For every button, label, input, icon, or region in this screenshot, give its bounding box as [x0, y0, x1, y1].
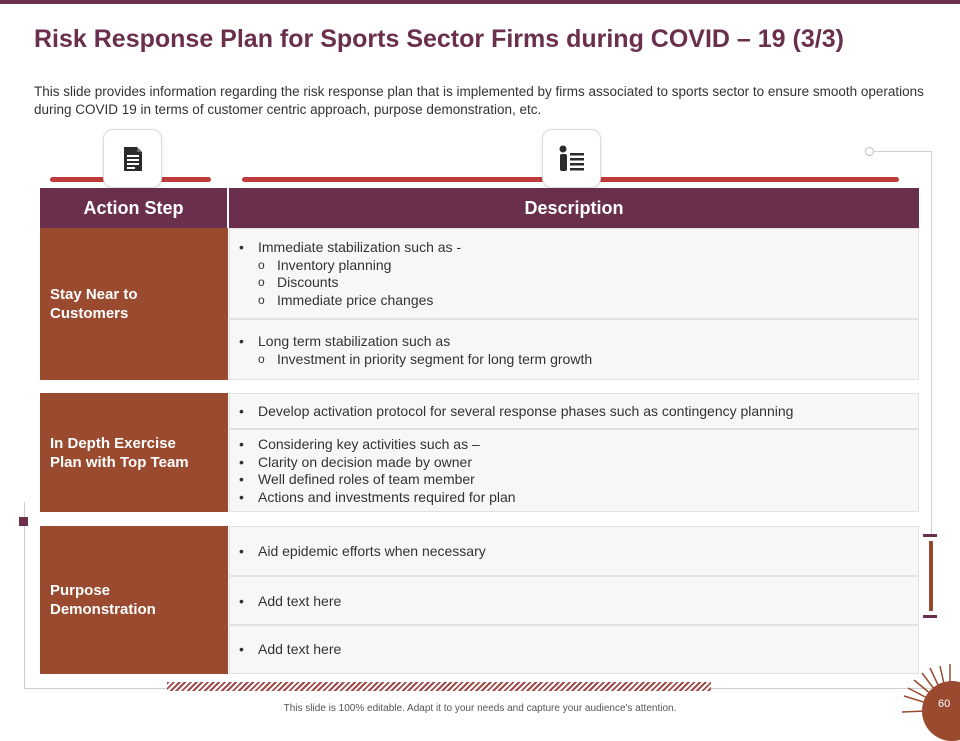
top-accent-bar: [0, 0, 960, 4]
frame-line-right: [931, 151, 932, 536]
step-stay-near-customers: Stay Near to Customers: [40, 228, 228, 380]
description-cell: Long term stabilization such as Investme…: [229, 319, 919, 380]
bullet-item: Considering key activities such as –: [230, 436, 918, 454]
step-label: In Depth Exercise Plan with Top Team: [50, 434, 189, 471]
step-label: Stay Near to Customers: [50, 286, 138, 322]
frame-line-left: [24, 502, 25, 688]
document-icon-box: [103, 129, 162, 188]
document-icon: [123, 146, 142, 171]
step-in-depth-exercise: In Depth Exercise Plan with Top Team: [40, 393, 228, 512]
sub-bullet-item: Discounts: [230, 274, 918, 292]
sub-bullet-item: Investment in priority segment for long …: [230, 351, 918, 369]
bullet-item: Develop activation protocol for several …: [230, 403, 918, 421]
step-purpose-demonstration: Purpose Demonstration: [40, 526, 228, 674]
step-label: Purpose Demonstration: [50, 582, 156, 618]
bullet-item: Long term stabilization such as: [230, 333, 918, 351]
bullet-item: Clarity on decision made by owner: [230, 454, 918, 472]
page-title: Risk Response Plan for Sports Sector Fir…: [34, 25, 844, 53]
description-cell: Aid epidemic efforts when necessary: [229, 526, 919, 576]
bullet-item: Actions and investments required for pla…: [230, 489, 918, 507]
description-cell: Considering key activities such as – Cla…: [229, 429, 919, 512]
frame-line-top: [870, 151, 931, 152]
bullet-item: Aid epidemic efforts when necessary: [230, 543, 918, 561]
presenter-list-icon: [559, 145, 584, 171]
decorative-hatch-bar: [167, 682, 711, 691]
description-cell: Add text here: [229, 576, 919, 625]
presenter-list-icon-box: [542, 129, 601, 188]
description-cell: Immediate stabilization such as - Invent…: [229, 228, 919, 319]
decorative-square: [19, 517, 28, 526]
bullet-item: Add text here: [230, 593, 918, 611]
description-cell: Add text here: [229, 625, 919, 674]
bullet-item: Immediate stabilization such as -: [230, 239, 918, 257]
page-number: 60: [938, 698, 951, 710]
frame-dot: [865, 147, 874, 156]
decorative-bracket: [923, 534, 937, 618]
header-description: Description: [229, 188, 919, 228]
page-subtitle: This slide provides information regardin…: [34, 84, 924, 117]
sub-bullet-item: Inventory planning: [230, 257, 918, 275]
bullet-item: Well defined roles of team member: [230, 471, 918, 489]
header-action-step: Action Step: [40, 188, 227, 228]
sub-bullet-item: Immediate price changes: [230, 292, 918, 310]
footer-note: This slide is 100% editable. Adapt it to…: [283, 703, 677, 714]
bullet-item: Add text here: [230, 641, 918, 659]
description-cell: Develop activation protocol for several …: [229, 393, 919, 429]
